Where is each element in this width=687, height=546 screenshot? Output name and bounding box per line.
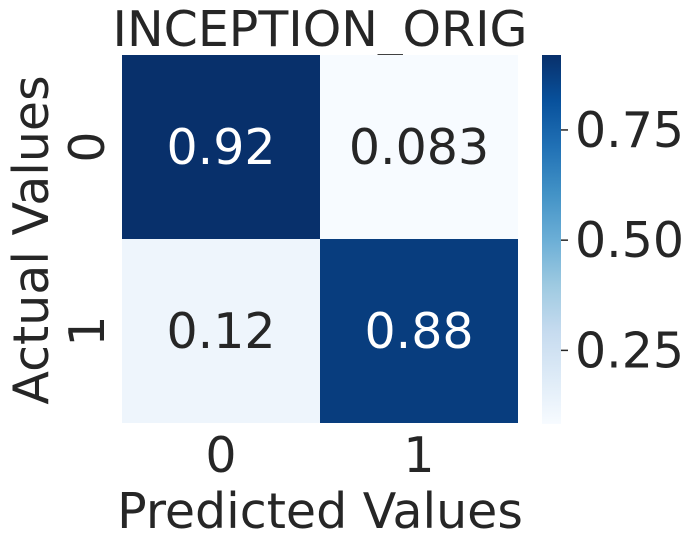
y-tick-label-0: 0 [59,131,116,162]
cell-value-label-1-1: 0.88 [364,303,473,360]
colorbar [542,55,561,424]
heatmap-cell-1-1 [320,239,518,423]
chart-title: INCEPTION_ORIG [113,1,528,58]
cell-value-label-0-1: 0.083 [349,119,489,176]
colorbar-tick-label-0: 0.25 [575,322,684,379]
x-tick-label-1: 1 [403,427,434,484]
cell-value-label-1-0: 0.12 [166,303,275,360]
colorbar-ticks: 0.25 0.50 0.75 [561,102,684,379]
heatmap-cell-0-0 [122,55,320,239]
x-tick-label-0: 0 [205,427,236,484]
heatmap-cell-0-1 [320,55,518,239]
cell-value-label-0-0: 0.92 [166,119,275,176]
y-tick-label-1: 1 [59,315,116,346]
y-axis-label: Actual Values [3,75,60,404]
heatmap-cell-labels: 0.92 0.083 0.12 0.88 [166,119,489,360]
x-axis-label: Predicted Values [117,483,523,540]
heatmap-cell-1-0 [122,239,320,423]
colorbar-tick-label-1: 0.50 [575,212,684,269]
colorbar-tick-label-2: 0.75 [575,102,684,159]
heatmap-cells [122,55,518,423]
y-axis-ticks: 01 [59,131,116,346]
